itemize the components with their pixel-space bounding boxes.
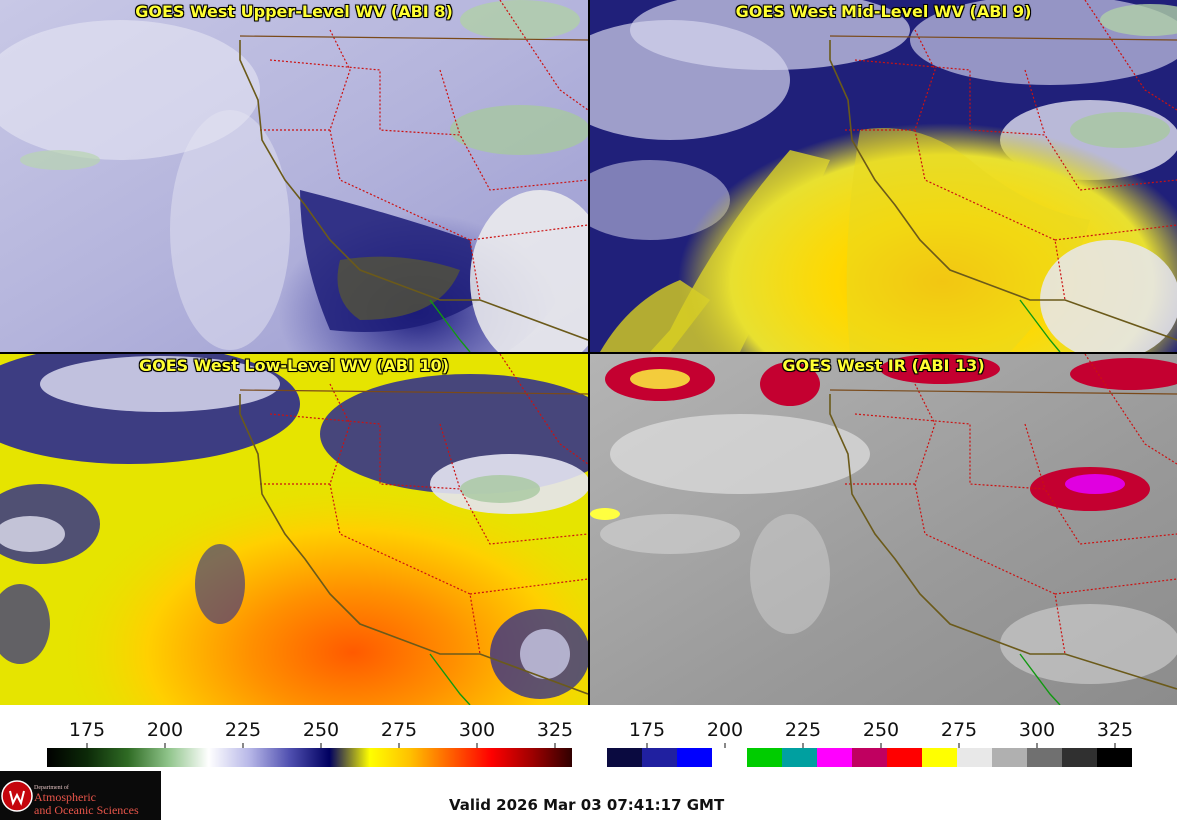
- wv-colorbar-tick-label: 250: [303, 719, 339, 741]
- wv-colorbar-tick-label: 325: [537, 719, 572, 741]
- logo-text-atmospheric: Atmospheric: [34, 790, 96, 804]
- ir-image: [590, 354, 1177, 705]
- ir-colorbar-segment: [852, 748, 888, 767]
- ir-colorbar-tick-label: 200: [707, 719, 743, 741]
- logo-line-1: Department of: [34, 785, 69, 791]
- ir-colorbar-tick-label: 325: [1097, 719, 1132, 741]
- wv-colorbar: 175 200 225 250 275 300 325: [32, 705, 572, 775]
- panel-mid-level-wv: GOES West Mid-Level WV (ABI 9): [590, 0, 1177, 352]
- uw-crest-icon: [1, 780, 33, 812]
- ir-colorbar-tick-label: 225: [785, 719, 821, 741]
- wv-colorbar-graphic: 175 200 225 250 275 300 325: [47, 719, 572, 767]
- ir-colorbar-segment: [887, 748, 923, 767]
- panel-ir: GOES West IR (ABI 13): [590, 354, 1177, 705]
- ir-colorbar-segment: [1097, 748, 1132, 767]
- ir-colorbar-segment: [1062, 748, 1098, 767]
- valid-time: Valid 2026 Mar 03 07:41:17 GMT: [449, 796, 725, 814]
- panel-low-level-wv: GOES West Low-Level WV (ABI 10): [0, 354, 588, 705]
- ir-colorbar-segment: [992, 748, 1028, 767]
- ir-colorbar: 175 200 225 250 275 300 325: [592, 705, 1132, 775]
- ir-colorbar-segment: [642, 748, 678, 767]
- aos-logo: Department of Atmospheric and Oceanic Sc…: [0, 771, 161, 820]
- ir-colorbar-segment: [607, 748, 643, 767]
- ir-colorbar-segment: [922, 748, 958, 767]
- wv-colorbar-scale: [47, 748, 572, 767]
- low-level-wv-image: [0, 354, 588, 705]
- mid-level-wv-image: [590, 0, 1177, 352]
- wv-colorbar-tick-label: 175: [69, 719, 105, 741]
- logo-text-oceanic: and Oceanic Sciences: [34, 803, 139, 817]
- ir-colorbar-segment: [712, 748, 748, 767]
- ir-colorbar-tick-label: 175: [629, 719, 665, 741]
- ir-colorbar-segment: [677, 748, 713, 767]
- panel-upper-level-wv: GOES West Upper-Level WV (ABI 8): [0, 0, 588, 352]
- wv-colorbar-tick-label: 275: [381, 719, 417, 741]
- ir-colorbar-tick-label: 300: [1019, 719, 1055, 741]
- wv-colorbar-tick-label: 225: [225, 719, 261, 741]
- upper-level-wv-image: [0, 0, 588, 352]
- ir-colorbar-tick-label: 275: [941, 719, 977, 741]
- wv-colorbar-tick-label: 200: [147, 719, 183, 741]
- ir-colorbar-segment: [817, 748, 853, 767]
- horizontal-divider: [0, 352, 1177, 354]
- ir-colorbar-segment: [1027, 748, 1063, 767]
- ir-colorbar-segment: [957, 748, 993, 767]
- ir-colorbar-scale: [607, 748, 1132, 767]
- ir-colorbar-segment: [782, 748, 818, 767]
- logo-line-2: Atmospheric and Oceanic Sciences: [34, 791, 139, 817]
- ir-colorbar-tick-label: 250: [863, 719, 899, 741]
- ir-colorbar-graphic: 175 200 225 250 275 300 325: [607, 719, 1132, 767]
- ir-colorbar-segment: [747, 748, 783, 767]
- wv-colorbar-tick-label: 300: [459, 719, 495, 741]
